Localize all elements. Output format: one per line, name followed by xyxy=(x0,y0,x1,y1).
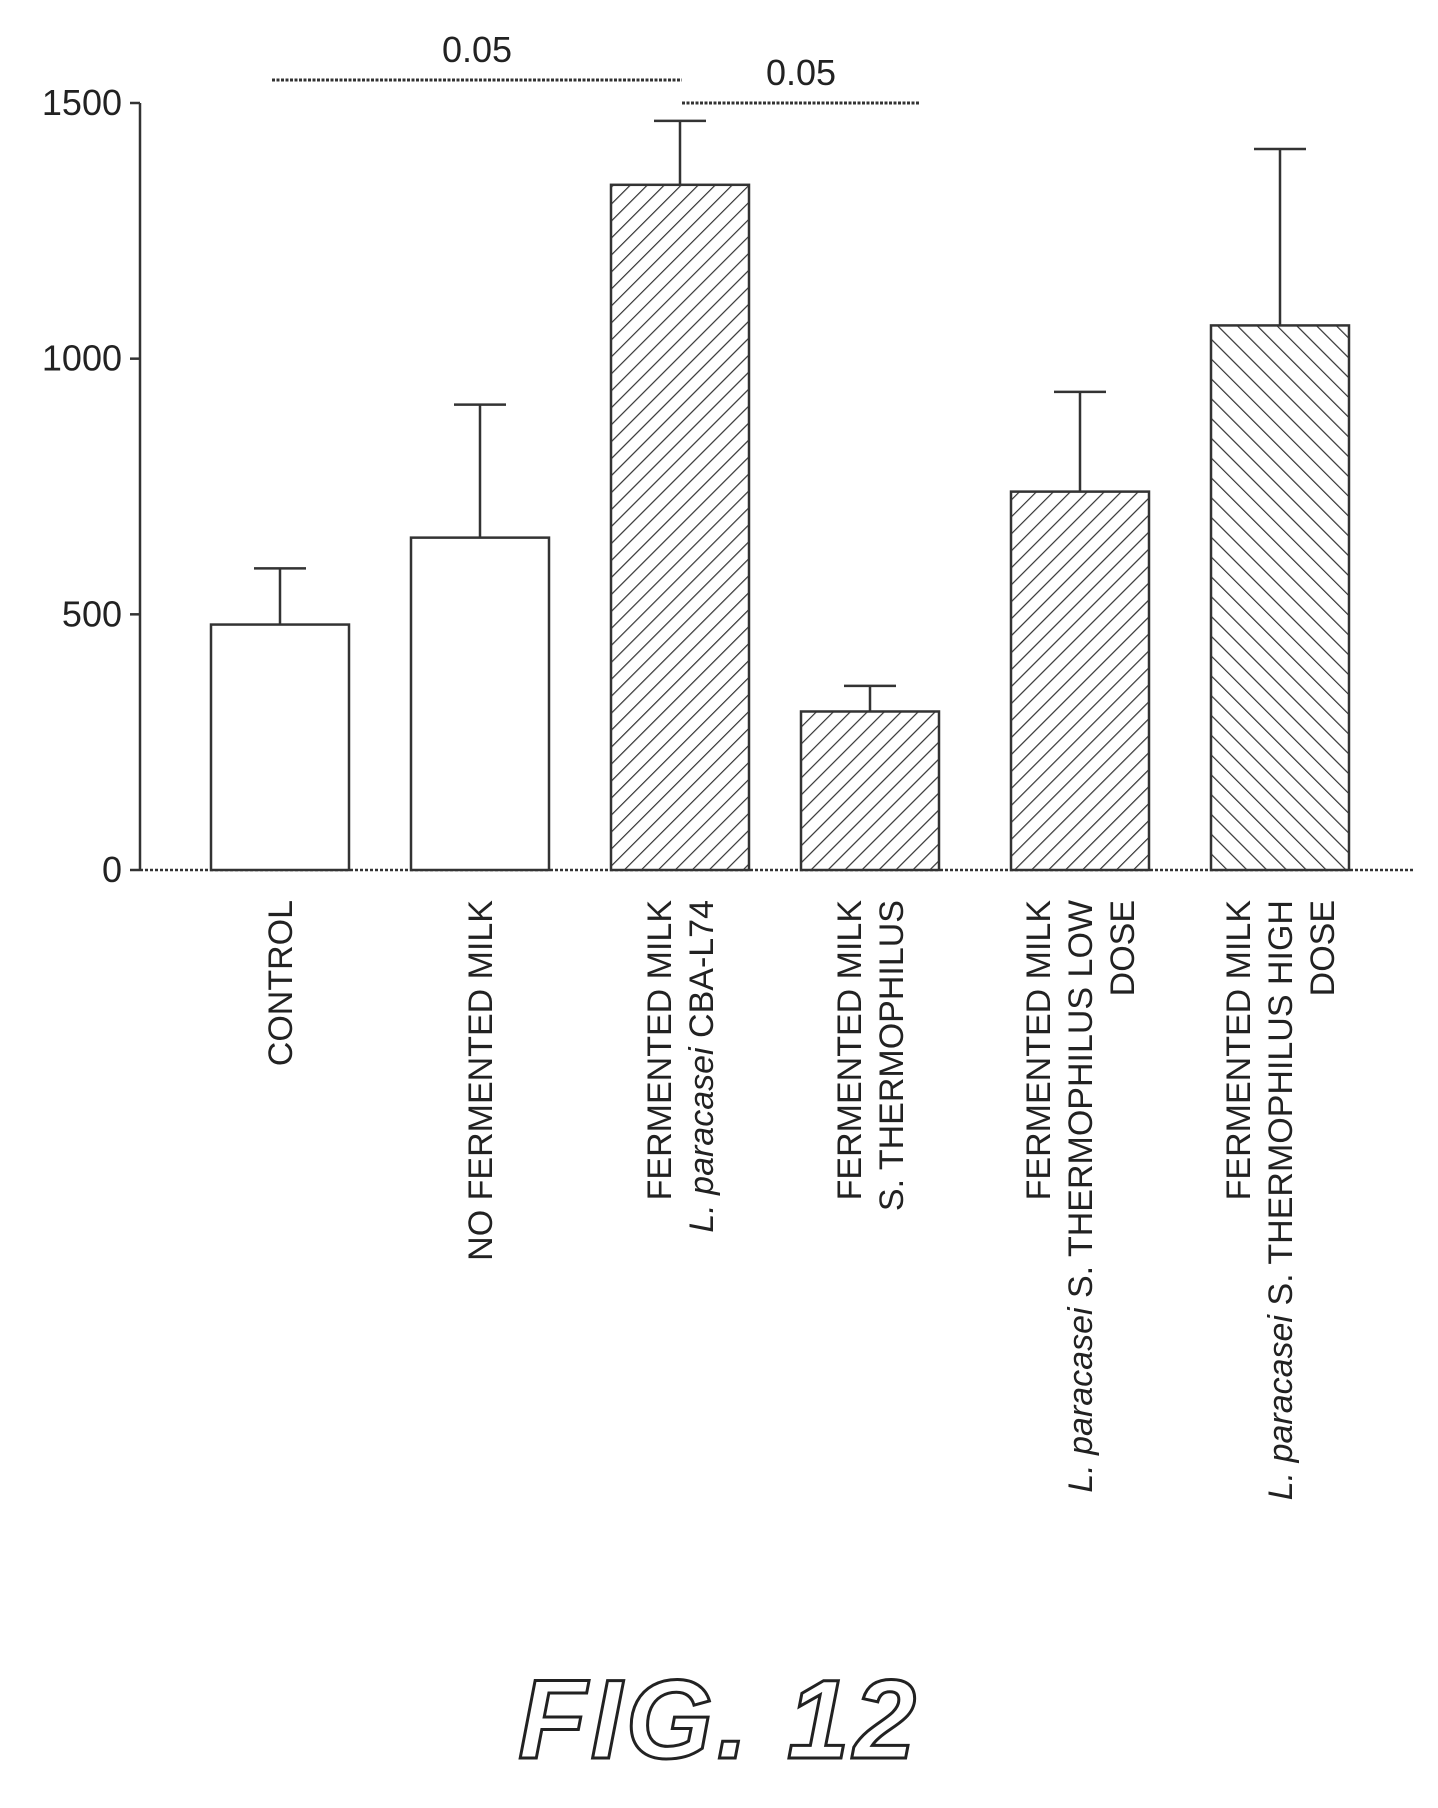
x-tick-label: S. THERMOPHILUS xyxy=(873,900,911,1211)
y-tick-label: 0 xyxy=(102,849,122,890)
y-tick-label: 500 xyxy=(62,593,122,634)
x-tick-label: CONTROL xyxy=(262,900,300,1066)
x-tick-labels: CONTROL NO FERMENTED MILK FERMENTED MILK L.… xyxy=(262,900,1342,1501)
significance-annotations: 0.05 0.05 xyxy=(272,29,920,105)
x-tick-label: FERMENTED MILK xyxy=(1220,900,1258,1201)
x-tick-label: DOSE xyxy=(1304,900,1342,996)
bar xyxy=(1009,490,1151,872)
figure-caption: FIG. 12 xyxy=(517,1656,920,1784)
bar xyxy=(209,623,351,872)
axes: 0 500 1000 1500 xyxy=(42,82,1415,890)
x-tick-label: L. paracasei S. THERMOPHILUS HIGH xyxy=(1262,900,1300,1500)
x-tick-label: FERMENTED MILK xyxy=(831,900,869,1201)
x-tick-label: L. paracasei S. THERMOPHILUS LOW xyxy=(1062,900,1100,1493)
x-tick-label: NO FERMENTED MILK xyxy=(462,900,500,1261)
x-tick-label: DOSE xyxy=(1104,900,1142,996)
bar xyxy=(409,536,551,872)
significance-label: 0.05 xyxy=(442,29,512,70)
x-tick-label: FERMENTED MILK xyxy=(641,900,679,1201)
significance-label: 0.05 xyxy=(766,52,836,93)
y-tick-label: 1000 xyxy=(42,338,122,379)
y-tick-label: 1500 xyxy=(42,82,122,123)
x-tick-label: FERMENTED MILK xyxy=(1020,900,1058,1201)
x-tick-label: L. paracasei CBA-L74 xyxy=(683,900,721,1233)
bar xyxy=(799,710,941,872)
bar xyxy=(609,183,751,872)
bar xyxy=(1209,324,1351,872)
bars xyxy=(209,119,1351,872)
